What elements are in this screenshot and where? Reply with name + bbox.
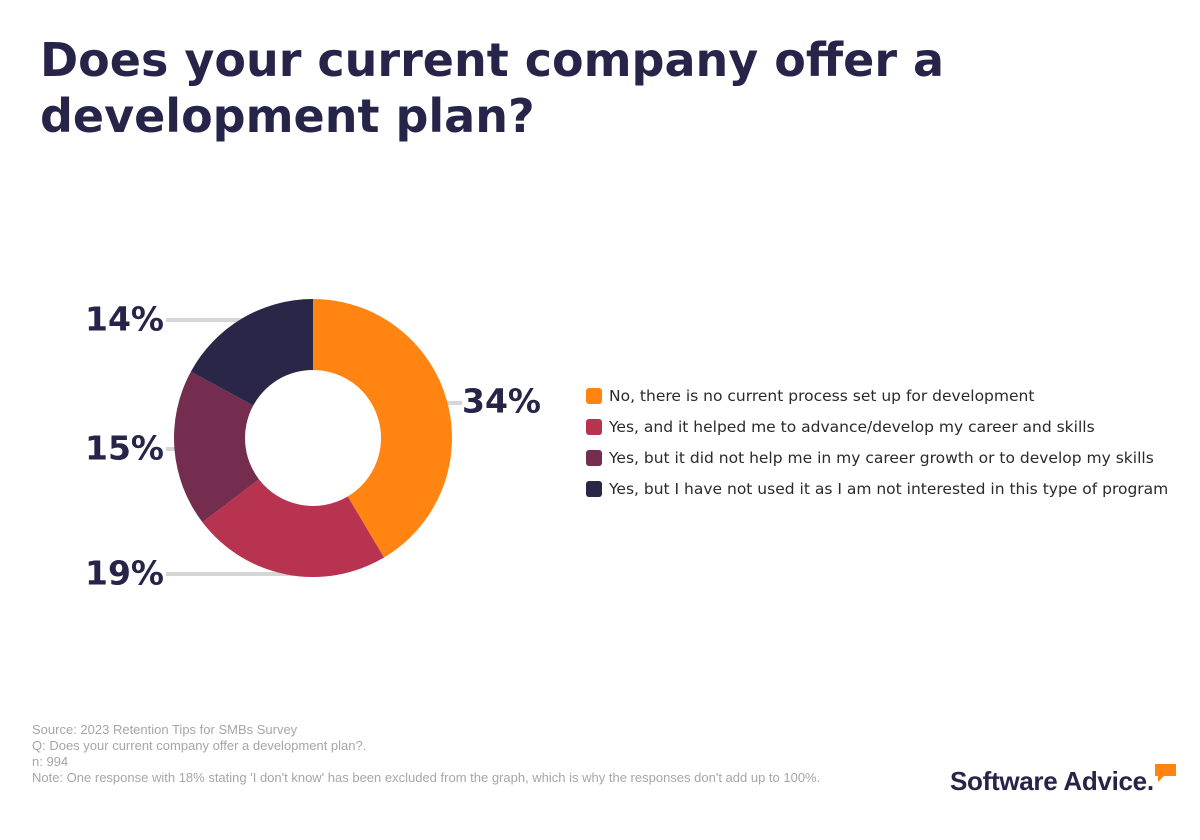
data-label: 34% [462, 382, 541, 421]
legend-label: No, there is no current process set up f… [609, 386, 1035, 405]
legend-item[interactable]: Yes, but I have not used it as I am not … [586, 473, 1168, 504]
legend-item[interactable]: Yes, but it did not help me in my career… [586, 442, 1168, 473]
brand-logo: Software Advice. [950, 764, 1176, 797]
legend-label: Yes, and it helped me to advance/develop… [609, 417, 1095, 436]
legend-label: Yes, but I have not used it as I am not … [609, 479, 1169, 498]
legend-swatch-red [586, 418, 602, 435]
footnote: Source: 2023 Retention Tips for SMBs Sur… [32, 722, 872, 786]
donut-slice[interactable] [313, 299, 452, 558]
data-label: 19% [85, 554, 164, 593]
speech-bubble-icon [1154, 764, 1176, 782]
chart-title: Does your current company offer a develo… [40, 33, 945, 143]
legend-swatch-navy [586, 480, 602, 497]
data-label: 14% [85, 300, 164, 339]
footnote-question: Q: Does your current company offer a dev… [32, 738, 367, 753]
footnote-note: Note: One response with 18% stating 'I d… [32, 770, 821, 785]
footnote-sample-size: n: 994 [32, 754, 69, 769]
donut-slice[interactable] [190, 299, 313, 406]
footnote-source: Source: 2023 Retention Tips for SMBs Sur… [32, 722, 298, 737]
donut-slice[interactable] [202, 479, 385, 577]
brand-dot: . [1146, 766, 1154, 796]
legend-item[interactable]: Yes, and it helped me to advance/develop… [586, 411, 1168, 442]
data-label: 15% [85, 429, 164, 468]
legend-item[interactable]: No, there is no current process set up f… [586, 380, 1168, 411]
legend-swatch-plum [586, 449, 602, 466]
brand-name: Software Advice [950, 766, 1147, 796]
legend-label: Yes, but it did not help me in my career… [609, 448, 1154, 467]
chart-legend: No, there is no current process set up f… [586, 380, 1168, 504]
legend-swatch-orange [586, 387, 602, 404]
donut-slice[interactable] [174, 371, 259, 523]
